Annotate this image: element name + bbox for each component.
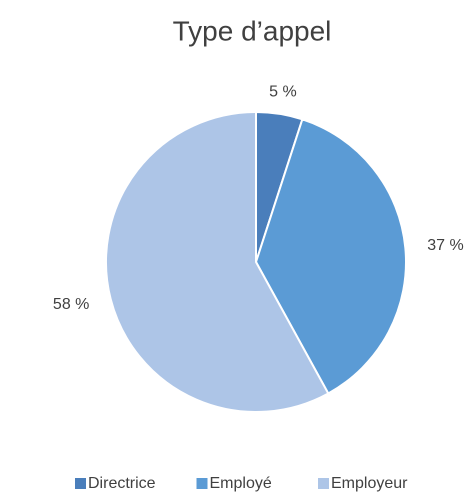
data-label: 5 % (269, 83, 297, 100)
legend-label: Employeur (331, 475, 408, 492)
legend-label: Directrice (88, 475, 156, 492)
legend-swatch (196, 478, 208, 489)
data-label: 37 % (427, 237, 463, 254)
chart-title: Type d’appel (173, 15, 332, 46)
legend-label: Employé (210, 475, 272, 492)
data-label: 58 % (53, 296, 89, 313)
legend-swatch (75, 478, 86, 489)
legend-swatch (318, 478, 329, 489)
pie-slice (105, 110, 330, 413)
pie-slice (254, 118, 407, 395)
